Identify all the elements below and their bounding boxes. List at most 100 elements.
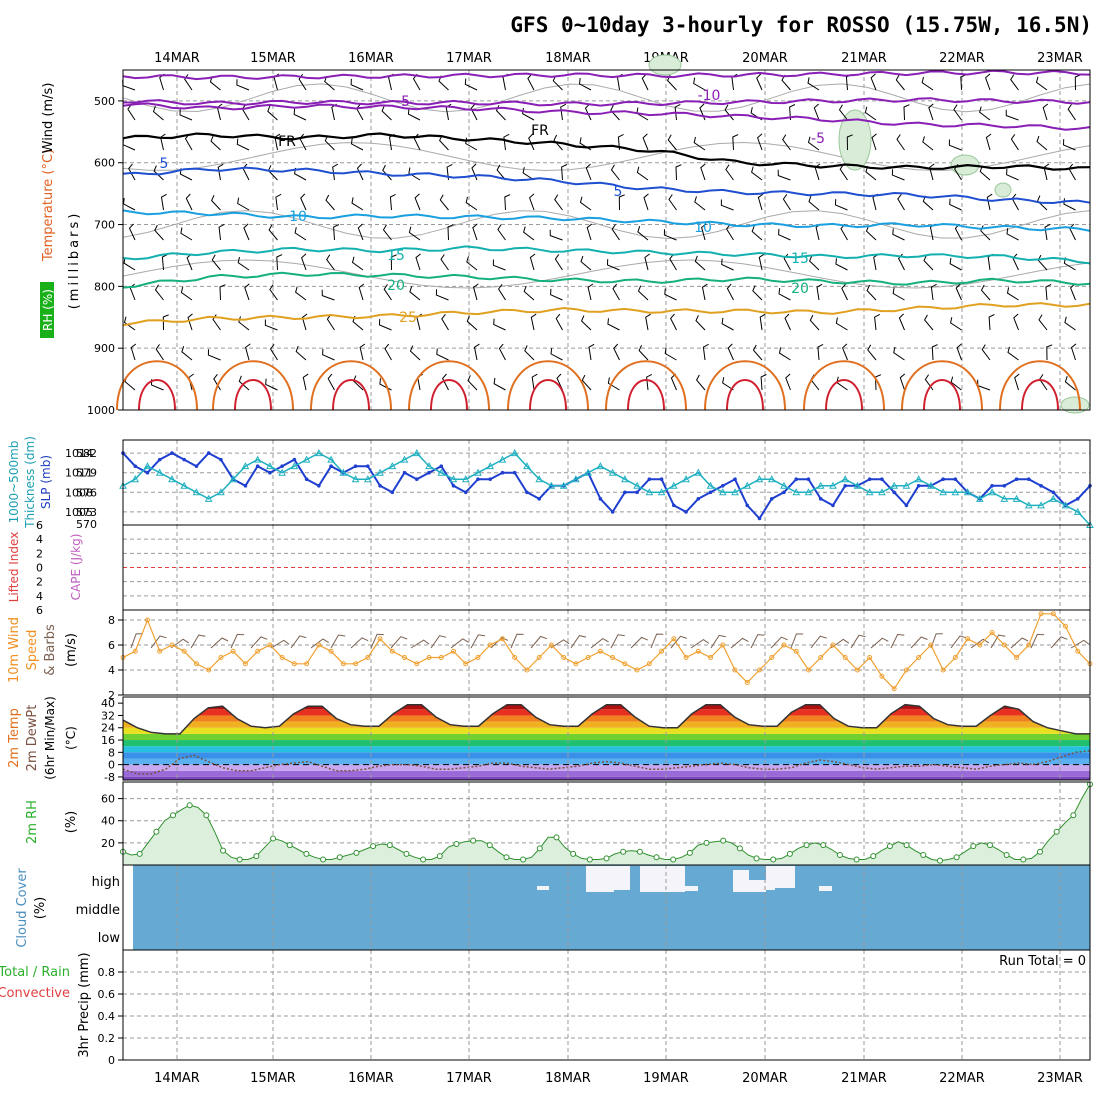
rh-point: [936, 857, 943, 864]
upper-wind-barb: [810, 374, 820, 391]
upper-wind-barb: [1036, 135, 1048, 151]
thickness-point: [412, 449, 421, 457]
upper-wind-barb: [389, 193, 396, 211]
upper-wind-barb: [955, 283, 962, 301]
upper-wind-barb: [383, 284, 392, 301]
upper-wind-barb: [1035, 76, 1048, 91]
upper-wind-barb: [550, 288, 563, 301]
temp-band: [123, 709, 1090, 716]
date-label-bottom: 15MAR: [250, 1071, 296, 1086]
wind-speed-point: [487, 642, 493, 648]
rh-unit-label: (%): [64, 811, 79, 834]
slp-point: [818, 497, 823, 501]
upper-wind-barb: [979, 106, 991, 121]
rh-point: [603, 855, 610, 862]
slp-point: [206, 451, 211, 455]
upper-wind-barb: [899, 373, 906, 391]
upper-wind-barb: [179, 109, 193, 121]
temperature-contour-35: [529, 379, 567, 411]
upper-wind-barb: [128, 163, 136, 181]
surface-wind-barb: [970, 638, 990, 649]
upper-wind-barb: [523, 285, 535, 301]
upper-wind-barb: [470, 103, 478, 121]
upper-wind-barb: [693, 77, 706, 91]
upper-wind-barb: [1044, 223, 1051, 241]
surface-wind-barb: [530, 635, 548, 649]
precip-tick-label: 0.6: [98, 988, 116, 1001]
upper-wind-barb: [584, 103, 592, 121]
upper-wind-barb: [581, 374, 592, 391]
rh-point: [503, 854, 510, 861]
wind-speed-point: [524, 667, 530, 673]
slp-point: [488, 477, 493, 482]
slp-line: [122, 451, 1091, 521]
thickness-tick-label: 573: [76, 506, 97, 519]
upper-wind-barb: [242, 163, 250, 181]
rh-contour: [122, 259, 1091, 289]
upper-wind-barb: [897, 193, 905, 211]
wind-speed-point: [377, 636, 383, 642]
rh-point: [286, 842, 293, 849]
upper-wind-barb: [269, 344, 278, 361]
cloud-unit-label: (%): [33, 897, 48, 920]
temp-tick-label: 24: [101, 722, 115, 735]
upper-wind-barb: [350, 138, 364, 151]
upper-wind-barb: [807, 136, 820, 151]
upper-wind-barb: [641, 73, 649, 91]
upper-wind-barb: [980, 225, 991, 241]
wind-speed-point: [242, 661, 248, 667]
date-label-bottom: 21MAR: [841, 1071, 887, 1086]
upper-wind-barb: [846, 134, 853, 151]
rh-area: [123, 784, 1090, 865]
upper-wind-barb: [759, 313, 766, 331]
rh-point: [870, 853, 877, 860]
slp-point: [831, 503, 835, 508]
pressure-tick-label: 600: [94, 157, 115, 170]
thickness-point: [474, 468, 482, 476]
upper-wind-barb: [295, 286, 307, 301]
thickness-point: [351, 475, 360, 483]
thickness-point: [266, 462, 274, 470]
upper-wind-barb: [122, 138, 136, 151]
surface-wind-barb: [410, 639, 430, 649]
wind-speed-point: [952, 655, 958, 660]
upper-wind-barb: [1005, 109, 1019, 121]
upper-wind-barb: [531, 373, 538, 391]
upper-wind-barb: [413, 133, 421, 151]
upper-wind-barb: [441, 373, 449, 391]
slp-point: [843, 483, 847, 488]
upper-wind-barb: [295, 345, 307, 361]
li-tick-label: 2: [36, 547, 43, 560]
upper-wind-barb: [695, 374, 706, 391]
slp-point: [219, 457, 223, 462]
contour-label: 20: [387, 278, 405, 294]
wind-speed-point: [634, 667, 640, 673]
upper-wind-barb: [327, 373, 335, 391]
upper-wind-barb: [646, 373, 653, 391]
upper-wind-barb: [588, 343, 595, 361]
thickness-point: [927, 481, 935, 489]
upper-wind-barb: [1042, 103, 1049, 121]
upper-wind-barb: [892, 287, 905, 301]
wind-unit-label: (m/s): [64, 633, 79, 667]
wind-speed-point: [732, 667, 738, 673]
upper-wind-barb: [159, 73, 165, 91]
upper-wind-barb: [896, 134, 905, 151]
upper-wind-barb: [841, 283, 848, 301]
upper-wind-barb: [643, 193, 649, 211]
temperature-contour-35: [234, 379, 272, 411]
temperature-contour: [122, 97, 1091, 107]
temp-band: [123, 721, 1090, 728]
upper-wind-barb: [293, 108, 307, 121]
upper-wind-barb: [466, 256, 478, 271]
cloud-gap: [614, 866, 630, 890]
temperature-contour-35: [923, 379, 961, 411]
date-label-top: 14MAR: [154, 51, 200, 66]
upper-wind-barb: [210, 135, 221, 151]
upper-wind-barb: [675, 164, 682, 181]
contour-label: 10: [289, 209, 307, 225]
temperature-contour-35: [627, 379, 665, 411]
upper-wind-barb: [186, 253, 193, 271]
upper-wind-barb: [1038, 314, 1048, 331]
upper-wind-barb: [237, 197, 250, 211]
